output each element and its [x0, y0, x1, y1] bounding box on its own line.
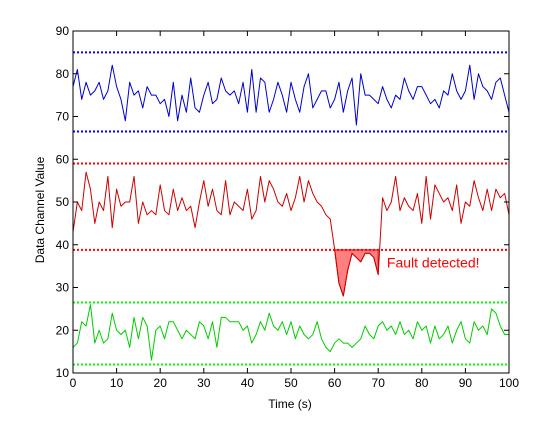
x-tick-label: 100 [499, 376, 519, 390]
y-tick-label: 40 [56, 238, 70, 252]
x-tick-label: 30 [197, 376, 211, 390]
fault-annotation-label: Fault detected! [387, 254, 480, 270]
y-tick-label: 70 [56, 110, 70, 124]
series-layer [72, 64, 510, 361]
y-tick-label: 10 [56, 366, 70, 380]
x-tick-label: 90 [459, 376, 473, 390]
x-axis-label: Time (s) [268, 397, 312, 411]
y-axis-label: Data Channel Value [33, 156, 47, 263]
x-tick-label: 40 [241, 376, 255, 390]
series-line-3 [72, 304, 509, 361]
threshold-lines-layer [73, 51, 509, 366]
y-tick-label: 50 [56, 195, 70, 209]
y-tick-label: 30 [56, 281, 70, 295]
x-tick-label: 20 [154, 376, 168, 390]
x-tick-label: 60 [328, 376, 342, 390]
y-tick-label: 20 [56, 323, 70, 337]
series-line-1 [72, 64, 510, 126]
y-tick-label: 60 [56, 152, 70, 166]
y-tick-label: 80 [56, 67, 70, 81]
x-tick-label: 0 [70, 376, 77, 390]
series-line-2 [72, 171, 510, 297]
x-tick-label: 50 [284, 376, 298, 390]
x-tick-label: 70 [372, 376, 386, 390]
annotation-layer: Fault detected! [387, 254, 480, 270]
y-tick-label: 90 [56, 24, 70, 38]
x-tick-label: 80 [415, 376, 429, 390]
x-tick-label: 10 [110, 376, 124, 390]
